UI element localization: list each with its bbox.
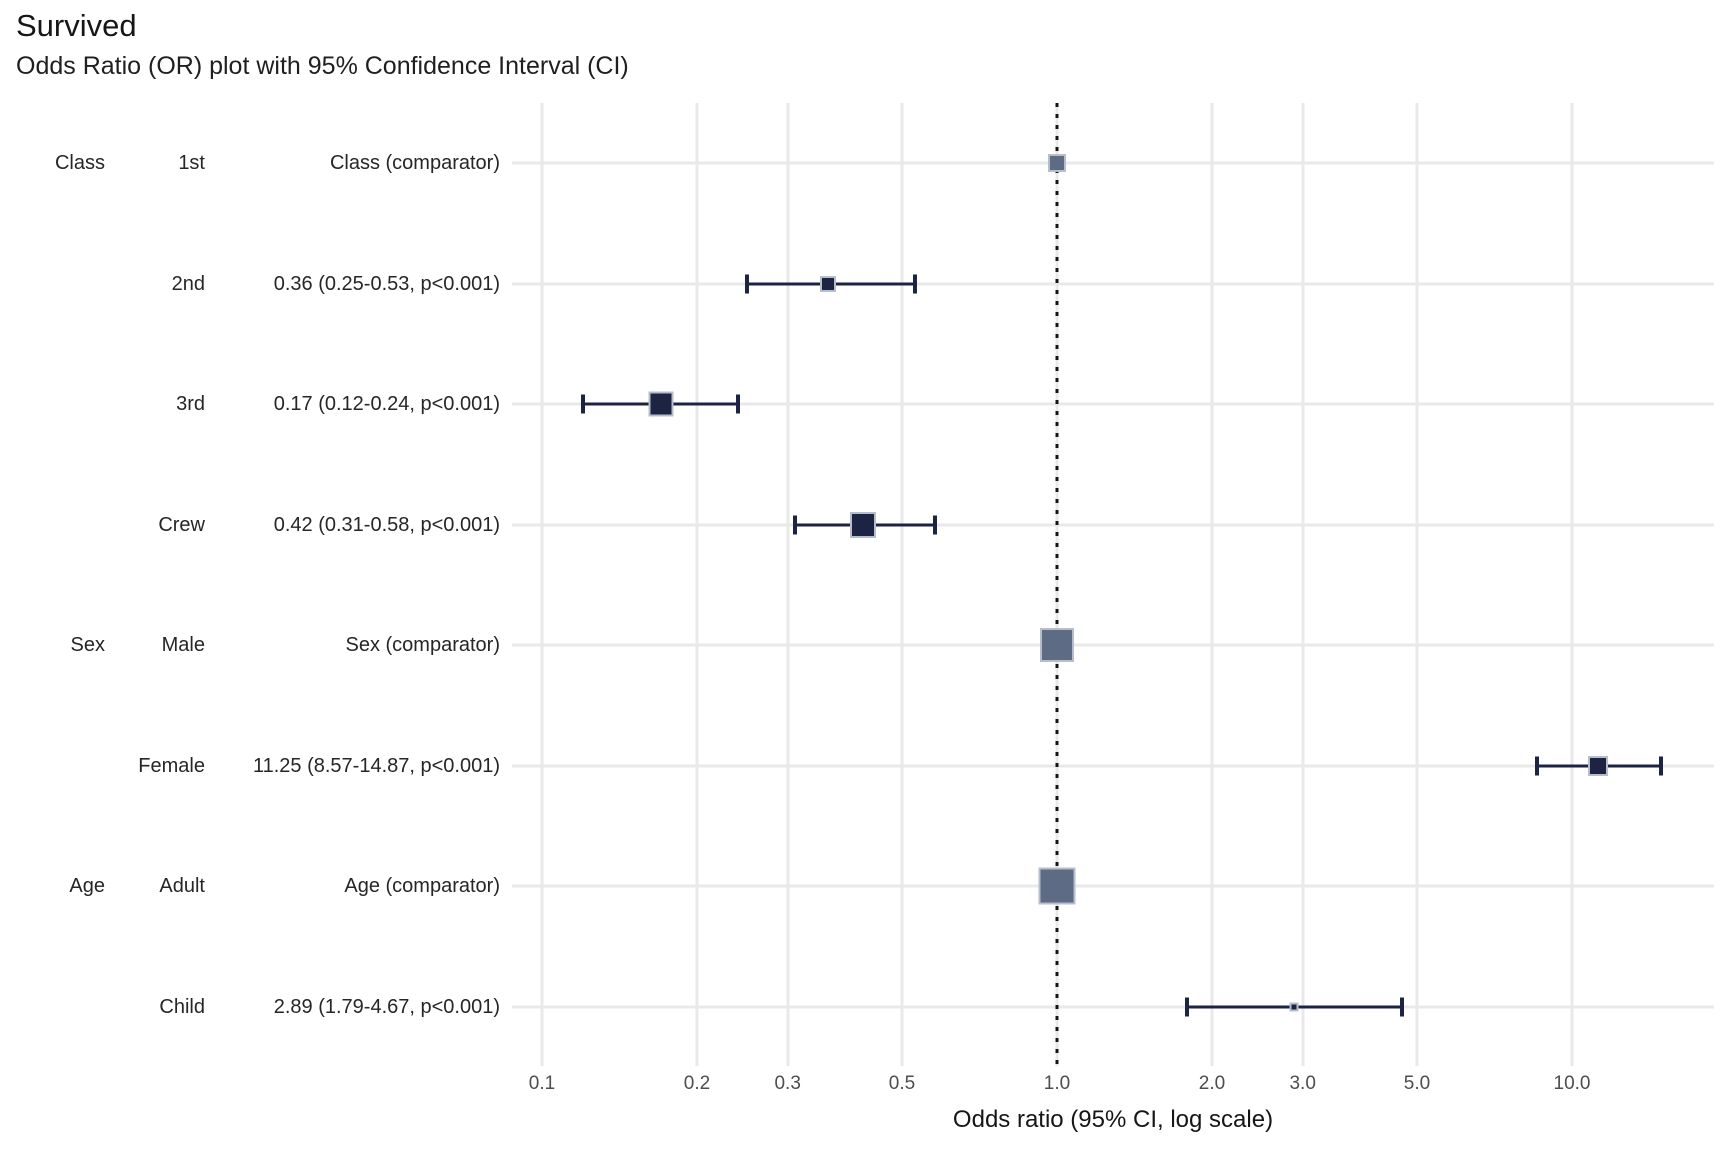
comparator-square [1040,628,1074,663]
gridline-vertical [786,103,790,1066]
plot-subtitle: Odds Ratio (OR) plot with 95% Confidence… [16,52,629,80]
ci-cap-upper [735,394,740,414]
level-label: 1st [178,152,205,174]
reference-line [1055,103,1059,1066]
ci-cap-upper [1399,997,1404,1017]
estimate-label: Age (comparator) [344,875,500,898]
estimate-label: 0.17 (0.12-0.24, p<0.001) [273,393,500,416]
level-label: Crew [158,513,205,536]
gridline-vertical [900,103,904,1066]
level-label: Adult [159,875,205,898]
level-label: Female [138,754,205,777]
estimate-label: 0.36 (0.25-0.53, p<0.001) [273,272,500,295]
gridline-horizontal [512,402,1714,406]
level-label: Child [159,995,205,1018]
comparator-square [1048,154,1066,172]
gridline-horizontal [512,161,1714,165]
gridline-horizontal [512,282,1714,286]
gridline-vertical [540,103,544,1066]
or-square [648,391,674,417]
comparator-square [1038,867,1076,905]
gridline-horizontal [512,523,1714,527]
ci-cap-lower [744,274,749,294]
x-tick-label: 0.2 [683,1073,711,1094]
ci-cap-upper [913,274,917,294]
or-square [1289,1002,1299,1012]
x-tick-label: 5.0 [1403,1073,1431,1094]
plot-panel [512,103,1714,1066]
ci-cap-upper [933,515,938,535]
ci-cap-lower [1535,756,1540,776]
group-label: Age [69,875,105,898]
gridline-vertical [695,103,699,1066]
ci-cap-upper [1658,756,1663,776]
gridline-horizontal [512,884,1714,888]
group-label: Sex [70,634,105,657]
ci-cap-lower [1185,997,1190,1017]
ci-cap-lower [580,394,585,414]
gridline-horizontal [512,1005,1714,1009]
x-tick-label: 10.0 [1553,1073,1591,1094]
gridline-vertical [1415,103,1419,1066]
gridline-vertical [1210,103,1214,1066]
or-square [1588,755,1609,776]
gridline-horizontal [512,764,1714,768]
x-tick-label: 0.3 [774,1073,801,1094]
estimate-label: Sex (comparator) [345,634,501,657]
x-tick-label: 2.0 [1198,1073,1226,1094]
estimate-label: 2.89 (1.79-4.67, p<0.001) [273,995,500,1018]
gridline-vertical [1570,103,1574,1066]
x-tick-label: 0.1 [528,1073,556,1094]
page-title: Survived [16,8,137,43]
x-axis-title: Odds ratio (95% CI, log scale) [952,1106,1274,1133]
group-label: Class [54,152,105,174]
level-label: Male [161,634,205,657]
estimate-label: 0.42 (0.31-0.58, p<0.001) [273,513,500,536]
gridline-vertical [1301,103,1305,1066]
x-tick-label: 3.0 [1289,1073,1316,1094]
x-tick-label: 1.0 [1043,1073,1071,1094]
ci-cap-lower [793,515,798,535]
x-tick-label: 0.5 [888,1073,916,1094]
level-label: 3rd [176,393,205,416]
estimate-label: 11.25 (8.57-14.87, p<0.001) [252,754,500,777]
gridline-horizontal [512,643,1714,647]
level-label: 2nd [171,272,205,295]
or-square [849,511,876,538]
estimate-label: Class (comparator) [329,152,500,174]
or-square [820,275,837,292]
